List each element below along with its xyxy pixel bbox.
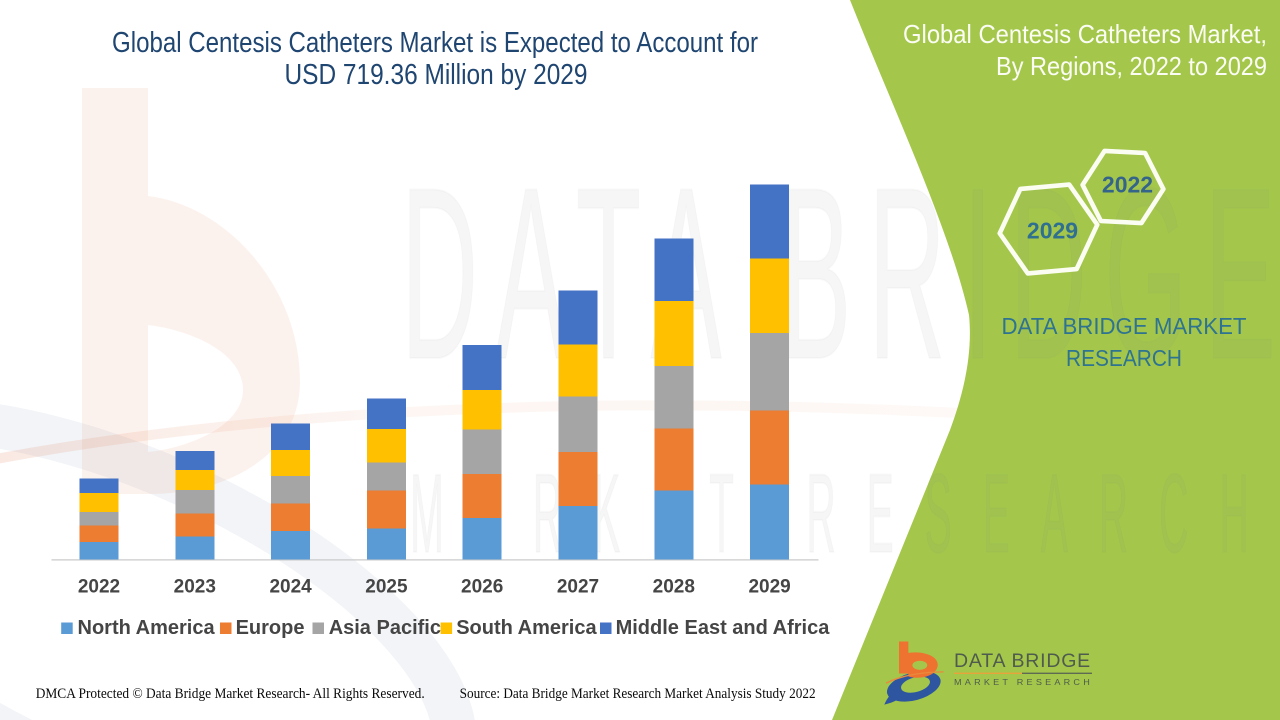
svg-text:2027: 2027: [557, 577, 599, 598]
svg-text:DATA BRIDGE: DATA BRIDGE: [954, 650, 1091, 672]
svg-text:2029: 2029: [1027, 218, 1078, 244]
svg-text:2028: 2028: [653, 577, 695, 598]
svg-text:2025: 2025: [365, 577, 408, 598]
svg-text:2026: 2026: [461, 577, 503, 598]
svg-text:Global Centesis Catheters Mark: Global Centesis Catheters Market is Expe…: [112, 27, 758, 59]
svg-text:North America: North America: [78, 617, 216, 639]
svg-text:2024: 2024: [269, 577, 312, 598]
svg-text:Source: Data Bridge Market Res: Source: Data Bridge Market Research Mark…: [460, 686, 816, 702]
svg-text:Asia Pacific: Asia Pacific: [329, 617, 441, 639]
svg-text:RESEARCH: RESEARCH: [1066, 345, 1182, 371]
svg-text:Middle East and Africa: Middle East and Africa: [616, 617, 831, 639]
svg-text:MARKET RESEARCH: MARKET RESEARCH: [954, 677, 1093, 687]
svg-text:2029: 2029: [748, 577, 790, 598]
svg-text:USD 719.36 Million by 2029: USD 719.36 Million by 2029: [285, 59, 588, 91]
svg-text:Europe: Europe: [236, 617, 305, 639]
svg-text:2023: 2023: [174, 577, 216, 598]
svg-text:DATA BRIDGE: DATA BRIDGE: [401, 138, 1280, 412]
svg-text:DATA BRIDGE MARKET: DATA BRIDGE MARKET: [1002, 313, 1247, 339]
svg-text:2022: 2022: [1102, 172, 1153, 198]
svg-text:South America: South America: [456, 617, 597, 639]
svg-text:By Regions, 2022 to 2029: By Regions, 2022 to 2029: [996, 51, 1267, 81]
svg-text:Global Centesis Catheters Mark: Global Centesis Catheters Market,: [903, 19, 1267, 49]
svg-text:MARKET RESEARCH: MARKET RESEARCH: [410, 451, 1280, 576]
svg-text:2022: 2022: [78, 577, 120, 598]
svg-text:DMCA Protected © Data Bridge M: DMCA Protected © Data Bridge Market Rese…: [36, 686, 425, 702]
